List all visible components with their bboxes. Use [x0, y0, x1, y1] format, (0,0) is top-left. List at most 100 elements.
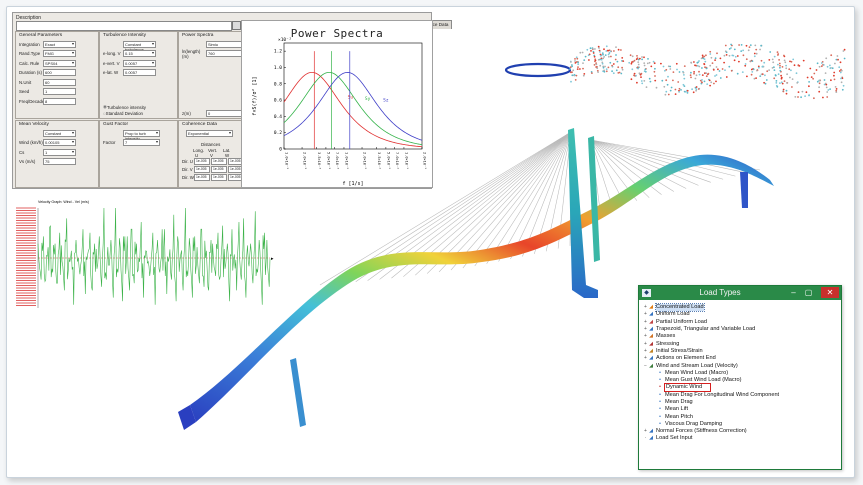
group-title: Gust Factor: [103, 122, 129, 127]
field-input[interactable]: Constant: [43, 129, 76, 137]
tree-item[interactable]: + ◢ Trapezoid, Triangular and Variable Loa…: [643, 326, 837, 333]
tree-item[interactable]: • Mean Lift: [643, 406, 837, 413]
vortex-particle: [808, 85, 810, 88]
vortex-particle: [582, 62, 584, 64]
matrix-cell[interactable]: 1e-005: [194, 173, 210, 181]
description-input[interactable]: [16, 21, 232, 31]
field-input[interactable]: 1: [43, 88, 76, 95]
vortex-particle: [751, 71, 754, 73]
stay-cable: [590, 139, 711, 183]
tree-item[interactable]: + ◢ Partial Uniform Load: [643, 319, 837, 326]
stay-cable: [510, 131, 572, 260]
field-input[interactable]: 0.0057: [123, 69, 156, 76]
vortex-particle: [818, 79, 821, 82]
tree-item[interactable]: • Mean Drag For Longitudinal Wind Compone…: [643, 392, 837, 399]
matrix-cell[interactable]: 1e-005: [211, 165, 227, 173]
vortex-particle: [838, 66, 841, 69]
maximize-button[interactable]: ▢: [804, 288, 813, 297]
vortex-particle: [782, 90, 785, 93]
field-input[interactable]: 0.15: [123, 50, 156, 57]
vortex-particle: [599, 64, 602, 67]
vortex-particle: [778, 62, 781, 65]
tree-item[interactable]: • Mean Wind Load (Macro): [643, 370, 837, 377]
tree-item[interactable]: • Mean Pitch: [643, 413, 837, 420]
x-axis-label: f [1/s]: [342, 181, 363, 187]
field-input[interactable]: Constant turbulence: [123, 40, 156, 52]
vortex-particle: [779, 66, 781, 69]
tree-item[interactable]: − ◢ Wind and Stream Load (Velocity): [643, 362, 837, 369]
vortex-particle: [693, 72, 695, 75]
field-input[interactable]: 7: [123, 139, 160, 146]
field-input[interactable]: Exact: [43, 40, 76, 48]
tree-item[interactable]: • Mean Drag: [643, 399, 837, 406]
form-row: e-long. V 0.15: [103, 50, 156, 57]
tree-item[interactable]: + ◢ Stressing: [643, 340, 837, 347]
field-input[interactable]: 8: [43, 97, 76, 105]
tree-item[interactable]: + ◢ Uniform Load: [643, 311, 837, 318]
expander-icon[interactable]: +: [644, 347, 647, 354]
vortex-particle: [654, 75, 656, 77]
vortex-particle: [742, 49, 744, 52]
radio-turbulence-intensity[interactable]: ◉ Turbulence intensity: [103, 104, 146, 110]
expander-icon[interactable]: +: [644, 318, 647, 325]
vortex-particle: [638, 72, 641, 75]
vortex-particle: [783, 80, 786, 82]
tree-item[interactable]: + ◢ Normal Forces (Stiffness Correction): [643, 428, 837, 435]
field-input[interactable]: 60: [43, 78, 76, 86]
field-input[interactable]: Simiu: [206, 40, 245, 48]
field-input[interactable]: 0.00105: [43, 139, 76, 146]
field-input[interactable]: FMG: [43, 50, 76, 57]
matrix-cell[interactable]: 1e-005: [211, 157, 227, 165]
field-input[interactable]: SPS04: [43, 59, 76, 67]
expander-icon[interactable]: +: [644, 326, 647, 333]
tree-item[interactable]: • Dynamic Wind: [643, 383, 837, 393]
vortex-particle: [640, 76, 642, 78]
vortex-particle: [745, 44, 748, 47]
bridge-pier: [290, 358, 306, 427]
form-row: Factor 7: [103, 139, 160, 146]
field-input[interactable]: 760: [206, 50, 245, 57]
vortex-particle: [693, 71, 695, 73]
field-input[interactable]: 600: [43, 69, 76, 76]
tree-item[interactable]: + ◢ Actions on Element End: [643, 355, 837, 362]
vortex-particle: [669, 89, 672, 92]
vortex-particle: [692, 91, 695, 94]
tree-item[interactable]: · ◢ Load Set Input: [643, 435, 837, 442]
expander-icon[interactable]: +: [644, 340, 647, 347]
stay-cable: [331, 131, 572, 285]
power-spectra-chart: Power Spectra 0 0.2 0.4 0.6 0.8 1.0 1.2 ×10⁻² f×…: [241, 20, 433, 188]
field-input[interactable]: 75: [43, 158, 76, 165]
tree-item[interactable]: + ◢ Concentrated Load: [643, 303, 837, 313]
expander-icon[interactable]: +: [644, 304, 647, 311]
vortex-particle: [614, 58, 617, 61]
vortex-particle: [785, 67, 788, 70]
matrix-cell[interactable]: 1e-005: [211, 173, 227, 181]
vortex-particle: [840, 81, 843, 84]
expander-icon[interactable]: +: [644, 428, 647, 435]
vortex-particle: [791, 86, 793, 88]
form-row: Constant: [19, 129, 76, 137]
close-button[interactable]: ✕: [821, 287, 839, 298]
vortex-particle: [700, 57, 703, 60]
edit-icon[interactable]: [232, 21, 241, 30]
tree-item[interactable]: + ◢ Initial Stress/Strain: [643, 348, 837, 355]
expander-icon[interactable]: −: [644, 362, 647, 369]
vortex-particle: [700, 81, 703, 83]
radio-standard-deviation[interactable]: ○ Standard Deviation: [103, 110, 144, 116]
minimize-button[interactable]: –: [791, 288, 796, 297]
field-input[interactable]: 1: [43, 148, 76, 156]
vortex-particle: [641, 58, 643, 61]
expander-icon[interactable]: +: [644, 333, 647, 340]
matrix-cell[interactable]: 1e-005: [194, 165, 210, 173]
expander-icon[interactable]: +: [644, 311, 647, 318]
tree-item[interactable]: • Mean Gust Wind Load (Macro): [643, 377, 837, 384]
matrix-cell[interactable]: 1e-005: [194, 157, 210, 165]
vortex-particle: [777, 73, 780, 76]
vortex-particle: [724, 44, 727, 47]
field-input[interactable]: Exponential: [186, 129, 233, 137]
field-input[interactable]: 0.0057: [123, 59, 156, 67]
tree-item[interactable]: + ◢ Masses: [643, 333, 837, 340]
tree-item[interactable]: • Viscous Drag Damping: [643, 421, 837, 428]
field-input[interactable]: Prop to turb intensity: [123, 129, 160, 141]
expander-icon[interactable]: +: [644, 355, 647, 362]
